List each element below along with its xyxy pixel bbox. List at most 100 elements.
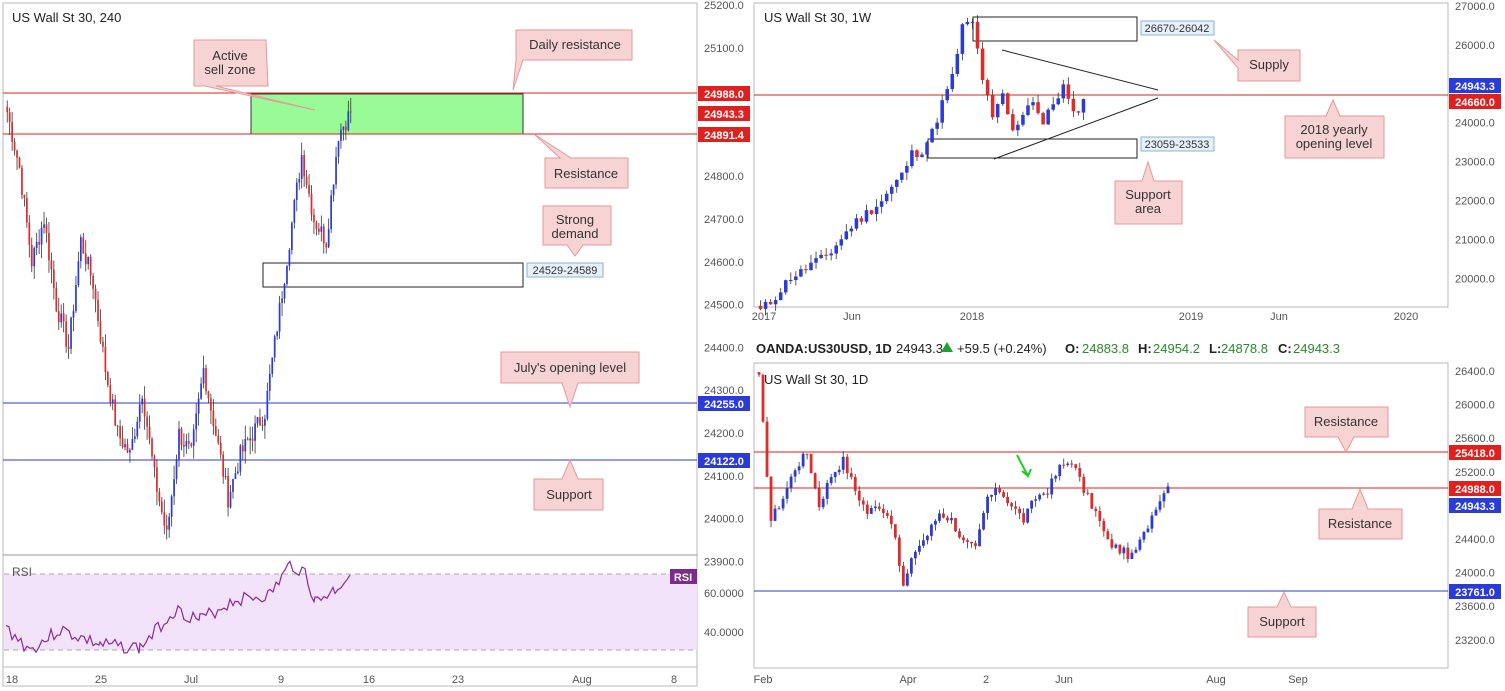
- d1-candle-body: [805, 453, 809, 455]
- callout-support-h4: Support: [533, 458, 604, 511]
- w1-candle-body: [970, 21, 975, 23]
- callout-active-sell-line1: Active: [212, 48, 247, 63]
- h4-candle-body: [153, 456, 156, 468]
- d1-x-tick: Jun: [1055, 674, 1073, 686]
- d1-candle-body: [773, 508, 777, 521]
- h4-candle-body: [197, 398, 200, 414]
- h4-candle-body: [48, 233, 50, 261]
- h4-candle-body: [327, 228, 330, 248]
- support-area-zone-label: 23059-23533: [1145, 139, 1210, 151]
- w1-y-tick: 21000.0: [1455, 234, 1495, 246]
- w1-candle-body: [864, 210, 869, 222]
- h4-candle-body: [94, 288, 97, 300]
- w1-candle-body: [1016, 124, 1020, 131]
- h4-candle-body: [45, 224, 48, 234]
- w1-candle-body: [975, 21, 980, 49]
- callout-supply-text: Supply: [1249, 57, 1289, 72]
- w1-candle-body: [930, 128, 934, 143]
- h4-candle-body: [268, 373, 271, 391]
- d1-candle-body: [909, 558, 913, 574]
- d1-candle-body: [926, 535, 929, 541]
- w1-candle-body: [869, 210, 874, 215]
- h4-candle-body: [308, 184, 310, 194]
- d1-close: 24943.3: [1293, 341, 1340, 356]
- d1-low: 24878.8: [1221, 341, 1268, 356]
- h4-candle-body: [116, 425, 119, 427]
- h4-candle-body: [126, 444, 129, 453]
- w1-candle-body: [789, 280, 793, 282]
- w1-candle-body: [889, 186, 894, 194]
- d1-candle-body: [1010, 503, 1014, 507]
- callout-daily-resistance-text: Daily resistance: [529, 37, 621, 52]
- w1-candle-body: [920, 154, 924, 157]
- h4-label-text-3: 24891.4: [704, 130, 745, 142]
- h4-candle-body: [200, 383, 202, 399]
- w1-candle-body: [884, 193, 889, 202]
- h4-candle-body: [97, 299, 99, 322]
- d1-candle-body: [1142, 532, 1146, 540]
- w1-candle-body: [990, 94, 995, 118]
- w1-x-tick: 2019: [1179, 311, 1203, 323]
- h4-candle-body: [55, 288, 58, 312]
- h4-price-label-3: 24891.4: [698, 127, 750, 142]
- d1-candle-body: [853, 477, 857, 491]
- h4-candle-body: [160, 501, 163, 513]
- callout-resistance: Resistance: [533, 133, 629, 189]
- d1-candle-body: [873, 506, 877, 509]
- w1-y-tick: 26000.0: [1455, 40, 1495, 52]
- h4-y-tick: 24400.0: [704, 342, 744, 354]
- h4-candle-body: [146, 416, 148, 427]
- w1-candle-body: [935, 122, 939, 129]
- w1-candle-body: [859, 218, 864, 222]
- w1-candle-body: [768, 301, 773, 305]
- h4-candle-body: [30, 244, 33, 267]
- h4-candle-body: [92, 275, 94, 289]
- h4-candle-body: [133, 436, 136, 440]
- h4-y-tick: 24600.0: [704, 257, 744, 269]
- d1-candle-body: [1058, 464, 1062, 477]
- d1-y-tick: 25600.0: [1455, 433, 1495, 445]
- d1-candle-body: [954, 518, 957, 532]
- h4-candle-body: [195, 413, 198, 430]
- d1-open: 24883.8: [1082, 341, 1129, 356]
- h4-candle-body: [315, 222, 318, 229]
- w1-candle-body: [819, 254, 823, 259]
- d1-candle-body: [1050, 478, 1054, 495]
- w1-candle-body: [1021, 114, 1025, 125]
- callout-d1-resistance-mid-text: Resistance: [1328, 516, 1392, 531]
- d1-candle-body: [1014, 506, 1018, 509]
- supply-label-box: [1140, 20, 1215, 36]
- h4-y-tick: 24300.0: [704, 385, 744, 397]
- h4-candle-body: [82, 237, 85, 254]
- d1-candle-body: [917, 545, 921, 552]
- h4-candle-body: [28, 222, 31, 245]
- w1-candle-body: [763, 301, 768, 309]
- h4-label-text-2: 24943.3: [704, 109, 744, 121]
- h4-candle-body: [183, 444, 185, 447]
- d1-candle-body: [777, 508, 781, 510]
- rsi-line: [5, 560, 351, 654]
- callout-july-opening-text: July's opening level: [514, 360, 626, 375]
- h4-candle-body: [67, 346, 70, 349]
- h4-candle-body: [229, 491, 232, 508]
- h4-candle-body: [300, 155, 303, 180]
- w1-x-tick: 2017: [752, 311, 776, 323]
- support-area-label-box: [1140, 136, 1215, 152]
- d1-candle-body: [1158, 501, 1162, 510]
- h4-x-tick: Aug: [572, 674, 592, 686]
- w1-candle-body: [900, 172, 904, 180]
- d1-y-tick: 23600.0: [1455, 601, 1495, 613]
- rsi-badge: RSI: [674, 572, 692, 584]
- d1-candle-body: [885, 513, 889, 516]
- h4-candle-body: [156, 467, 158, 492]
- d1-candle-body: [1002, 492, 1006, 497]
- w1-candle-body: [1026, 105, 1030, 115]
- w1-x-tick: 2018: [960, 311, 984, 323]
- h4-candle-body: [192, 429, 195, 446]
- callout-yearly-opening-line1: 2018 yearly: [1300, 122, 1368, 137]
- d1-candle-body: [986, 496, 989, 514]
- d1-candle-body: [1110, 539, 1114, 548]
- d1-price-label-4: 23761.0: [1449, 584, 1501, 599]
- callout-active-sell-zone: Active sell zone: [193, 39, 316, 111]
- w1-x-tick: Jun: [843, 311, 861, 323]
